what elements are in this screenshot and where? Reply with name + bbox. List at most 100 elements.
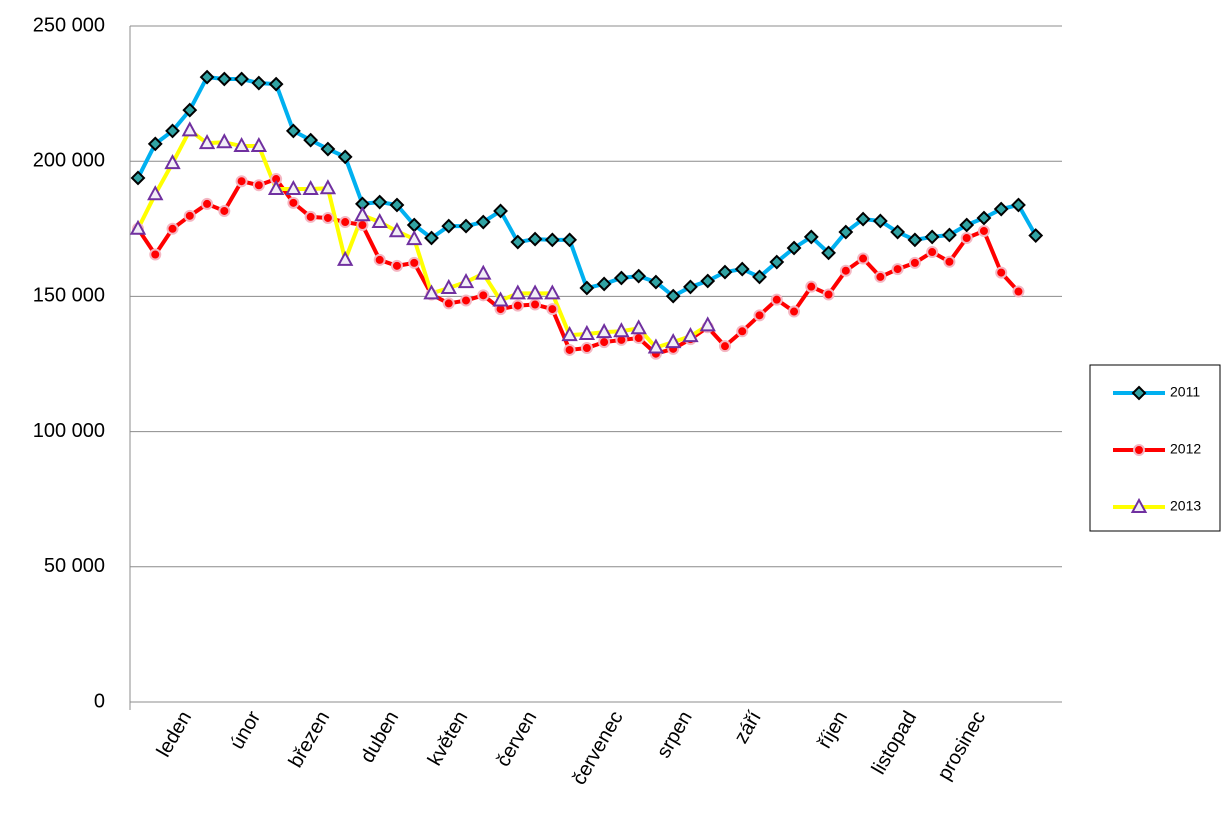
marker	[147, 185, 164, 201]
marker	[164, 153, 181, 170]
marker	[218, 204, 231, 217]
marker	[268, 76, 284, 92]
marker	[408, 256, 421, 269]
x-tick-label: březen	[285, 708, 335, 772]
marker	[579, 280, 595, 296]
y-tick-label: 150 000	[33, 285, 105, 307]
marker	[665, 288, 681, 304]
legend-marker	[1130, 497, 1148, 513]
marker	[509, 284, 526, 300]
marker	[319, 179, 337, 195]
marker	[717, 264, 733, 280]
marker	[183, 209, 196, 222]
marker	[665, 332, 682, 349]
marker	[578, 324, 596, 340]
marker	[149, 248, 162, 261]
marker	[907, 232, 923, 248]
legend-label: 2013	[1170, 498, 1201, 514]
marker	[613, 270, 629, 286]
marker	[166, 222, 179, 235]
y-tick-label: 0	[94, 690, 105, 712]
x-tick-label: duben	[356, 708, 403, 767]
marker	[976, 210, 992, 226]
marker	[872, 213, 888, 229]
x-tick-label: leden	[153, 708, 197, 761]
marker	[647, 338, 665, 354]
marker	[250, 136, 268, 153]
marker	[788, 305, 801, 318]
marker	[874, 270, 887, 283]
marker	[838, 224, 854, 240]
marker	[995, 266, 1008, 279]
marker	[320, 141, 336, 157]
marker	[287, 196, 300, 209]
marker	[165, 123, 180, 139]
marker	[960, 231, 973, 244]
marker	[736, 325, 749, 338]
marker	[475, 214, 491, 230]
x-tick-label: říjen	[814, 708, 853, 753]
legend-label: 2011	[1170, 384, 1200, 400]
marker	[406, 229, 423, 246]
marker	[251, 75, 267, 91]
marker	[977, 224, 990, 237]
marker	[129, 219, 147, 235]
marker	[339, 216, 352, 229]
marker	[336, 250, 354, 266]
marker	[389, 197, 405, 213]
marker	[354, 206, 371, 222]
marker	[460, 294, 473, 307]
marker	[718, 340, 731, 353]
marker	[303, 132, 319, 148]
marker	[130, 170, 146, 186]
marker	[199, 69, 215, 85]
marker	[373, 253, 386, 266]
x-tick-label: květen	[424, 708, 473, 770]
marker	[302, 179, 319, 196]
marker	[891, 263, 904, 276]
marker	[926, 246, 939, 259]
marker	[475, 264, 492, 280]
marker	[769, 254, 785, 270]
marker	[337, 149, 353, 165]
marker	[682, 327, 699, 343]
marker	[198, 133, 216, 150]
marker	[442, 297, 455, 310]
marker	[529, 298, 542, 311]
marker	[267, 179, 285, 196]
marker	[544, 232, 560, 248]
marker	[147, 136, 163, 152]
x-tick-label: srpen	[653, 708, 697, 762]
marker	[596, 276, 612, 292]
marker	[752, 269, 767, 285]
marker	[1012, 285, 1025, 298]
marker	[786, 240, 802, 256]
marker	[561, 325, 578, 342]
marker	[544, 284, 561, 300]
series-line	[136, 128, 709, 350]
marker	[683, 279, 698, 295]
marker	[424, 230, 439, 246]
marker	[526, 284, 544, 300]
marker	[304, 210, 317, 223]
marker	[233, 136, 250, 153]
marker	[458, 218, 474, 234]
marker	[993, 201, 1009, 217]
marker	[803, 229, 819, 245]
marker	[734, 261, 750, 277]
marker	[321, 211, 334, 224]
marker	[457, 272, 475, 289]
marker	[753, 309, 766, 322]
legend-label: 2012	[1170, 441, 1201, 457]
marker	[423, 284, 440, 300]
marker	[235, 175, 248, 188]
marker	[234, 71, 249, 87]
marker	[943, 255, 956, 268]
marker	[546, 303, 559, 316]
marker	[699, 316, 716, 332]
marker	[580, 342, 593, 355]
y-tick-label: 250 000	[33, 14, 105, 36]
marker	[252, 179, 265, 192]
marker	[493, 203, 508, 219]
